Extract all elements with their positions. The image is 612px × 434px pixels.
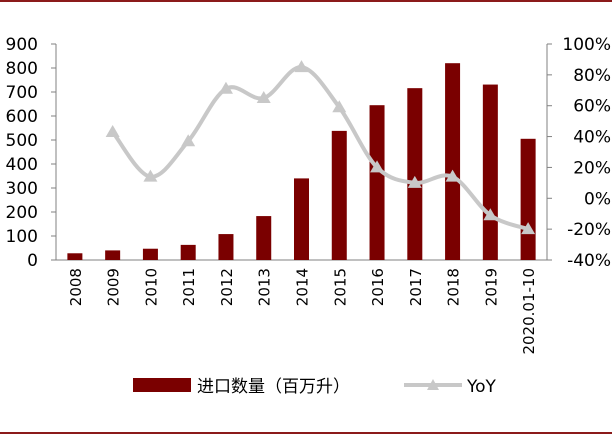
- bar: [180, 244, 196, 260]
- yoy-marker: [332, 100, 347, 113]
- right-y-tick-label: 40%: [573, 128, 611, 148]
- legend-line-marker: [427, 379, 439, 390]
- bar: [256, 216, 272, 260]
- right-y-tick-label: 20%: [573, 158, 611, 178]
- left-y-tick-labels: 0 100 200 300 400 500 600 700 800 900: [6, 35, 56, 271]
- legend-bar-swatch: [133, 378, 191, 392]
- right-y-tick-label: -20%: [567, 220, 611, 240]
- left-y-tick-label: 900: [6, 35, 38, 55]
- x-tick-label: 2019: [482, 268, 500, 306]
- bar: [142, 248, 158, 260]
- x-tick-label: 2008: [67, 268, 85, 306]
- right-y-tick-label: 60%: [573, 97, 611, 117]
- legend-line-label: YoY: [466, 377, 497, 397]
- x-tick-label: 2020.01-10: [520, 268, 538, 355]
- yoy-marker: [483, 208, 498, 221]
- yoy-marker: [370, 160, 385, 173]
- yoy-marker: [218, 81, 233, 94]
- left-y-tick-label: 200: [6, 203, 38, 223]
- bar: [105, 250, 121, 260]
- x-tick-label: 2014: [294, 268, 312, 306]
- yoy-marker: [105, 124, 120, 137]
- x-tick-labels: 2008 2009 2010 2011 2012 2013 2014 2015 2016 2017…: [67, 268, 538, 355]
- right-y-tick-label: 80%: [573, 66, 611, 86]
- x-tick-label: 2015: [331, 268, 349, 306]
- yoy-marker: [256, 91, 271, 103]
- x-tick-label: 2018: [445, 268, 463, 306]
- left-y-tick-label: 0: [27, 251, 38, 271]
- bar: [331, 130, 347, 260]
- right-y-tick-label: 100%: [562, 35, 611, 55]
- bar: [67, 253, 83, 260]
- x-tick-label: 2016: [369, 268, 387, 306]
- bar: [218, 234, 234, 260]
- left-y-tick-label: 400: [6, 155, 38, 175]
- bar-series: [67, 63, 536, 261]
- x-tick-label: 2017: [407, 268, 425, 306]
- right-y-tick-labels: -40% -20% 0% 20% 40% 60% 80% 100%: [547, 35, 611, 271]
- left-y-tick-label: 500: [6, 131, 38, 151]
- bar: [407, 88, 423, 260]
- yoy-marker: [294, 60, 309, 73]
- left-y-tick-label: 100: [6, 227, 38, 247]
- yoy-marker: [181, 134, 196, 147]
- yoy-series: [105, 60, 536, 235]
- left-y-tick-label: 300: [6, 179, 38, 199]
- bar: [520, 138, 536, 260]
- yoy-marker: [407, 175, 422, 188]
- left-y-tick-label: 700: [6, 83, 38, 103]
- bar: [369, 105, 385, 260]
- bar: [482, 84, 498, 260]
- yoy-marker: [521, 222, 536, 235]
- x-tick-label: 2010: [142, 268, 160, 306]
- yoy-marker: [143, 169, 158, 182]
- right-y-tick-label: -40%: [567, 251, 611, 271]
- x-tick-label: 2011: [180, 268, 198, 306]
- yoy-line: [111, 65, 529, 232]
- x-tick-label: 2012: [218, 268, 236, 306]
- x-tick-label: 2009: [105, 268, 123, 306]
- legend: 进口数量（百万升） YoY: [133, 377, 497, 397]
- top-rule: [0, 0, 612, 2]
- legend-bar-label: 进口数量（百万升）: [197, 377, 350, 397]
- bar: [294, 178, 309, 260]
- left-y-tick-label: 800: [6, 59, 38, 79]
- yoy-marker: [445, 169, 460, 182]
- bottom-rule: [0, 432, 612, 434]
- right-y-tick-label: 0%: [584, 189, 611, 209]
- x-tick-label: 2013: [256, 268, 274, 306]
- bar: [445, 63, 461, 261]
- left-y-tick-label: 600: [6, 107, 38, 127]
